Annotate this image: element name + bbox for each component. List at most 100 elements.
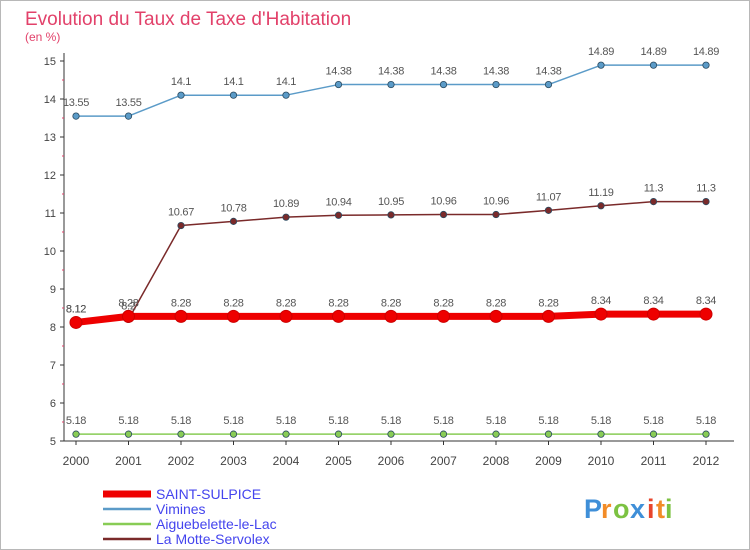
data-point	[544, 206, 553, 214]
y-axis-label: (en %)	[25, 30, 60, 44]
logo-letter: r	[601, 494, 612, 524]
data-point	[544, 80, 553, 89]
data-point	[702, 61, 710, 69]
data-point	[702, 198, 710, 206]
data-point	[597, 61, 605, 69]
chart-title: Evolution du Taux de Taxe d'Habitation	[25, 9, 351, 30]
data-point	[649, 61, 658, 69]
data-label: 14.89	[693, 46, 719, 58]
data-label: 10.89	[273, 198, 299, 210]
data-label: 5.18	[643, 415, 663, 427]
x-tick-label: 2010	[588, 454, 615, 468]
y-tick-label: 6	[50, 398, 56, 410]
data-point	[387, 430, 395, 438]
x-tick-label: 2006	[378, 454, 405, 468]
data-label: 8.34	[696, 295, 716, 307]
data-point	[229, 217, 238, 225]
data-point	[122, 309, 135, 323]
data-label: 14.38	[430, 66, 456, 78]
data-label: 14.1	[223, 76, 243, 88]
data-point	[282, 91, 290, 99]
data-label: 14.38	[378, 66, 404, 78]
data-point	[492, 430, 500, 438]
data-label: 11.07	[536, 191, 561, 203]
x-tick-label: 2007	[430, 454, 457, 468]
data-point	[649, 430, 658, 438]
y-tick-label: 13	[44, 132, 56, 144]
legend-label: SAINT-SULPICE	[156, 486, 261, 502]
y-tick-label: 10	[44, 246, 56, 258]
data-point	[124, 112, 133, 120]
x-tick-label: 2004	[273, 454, 300, 468]
data-point	[647, 307, 660, 321]
data-label: 10.67	[168, 207, 194, 219]
y-tick-label: 8	[50, 322, 56, 334]
data-point	[229, 91, 238, 99]
data-point	[544, 430, 553, 438]
data-label: 5.18	[696, 415, 716, 427]
data-point	[177, 430, 185, 438]
data-label: 14.89	[640, 46, 666, 58]
data-point	[597, 430, 605, 438]
data-label: 5.18	[118, 415, 138, 427]
data-label: 5.18	[276, 415, 296, 427]
logo-letter: i	[647, 494, 655, 524]
logo-letter: P	[584, 494, 602, 524]
data-label: 13.55	[63, 97, 89, 109]
y-tick-label: 7	[50, 360, 56, 372]
data-label: 8.28	[118, 297, 138, 309]
data-point	[279, 309, 293, 323]
data-label: 8.28	[538, 297, 558, 309]
data-label: 13.55	[115, 97, 141, 109]
legend-label: Vimines	[156, 501, 206, 517]
data-label: 10.94	[325, 196, 351, 208]
data-label: 14.38	[325, 66, 351, 78]
logo-letter: x	[630, 494, 645, 524]
data-label: 8.34	[591, 295, 611, 307]
data-label: 8.28	[171, 297, 191, 309]
data-point	[384, 309, 398, 323]
y-tick-label: 5	[50, 436, 56, 448]
data-label: 14.38	[535, 66, 561, 78]
data-point	[72, 430, 80, 438]
data-labels: 13.55 13.55 14.1 14.1 14.1 14.38 14.38 14.38 14.…	[63, 46, 720, 427]
x-tick-label: 2012	[693, 454, 720, 468]
data-point	[439, 80, 448, 89]
data-label: 14.38	[483, 66, 509, 78]
data-point	[332, 309, 345, 323]
logo-letter: o	[613, 494, 630, 524]
data-point	[597, 202, 605, 210]
logo-letter: t	[656, 494, 665, 524]
data-point	[387, 80, 395, 89]
proxiti-logo: Pr o x i t i	[584, 494, 673, 524]
series-layer	[69, 61, 713, 438]
data-point	[594, 307, 608, 321]
logo-letter: i	[665, 494, 673, 524]
data-label: 8.28	[328, 297, 348, 309]
data-label: 8.28	[433, 297, 453, 309]
data-point	[177, 91, 185, 99]
data-point	[699, 307, 713, 321]
data-point	[489, 309, 503, 323]
data-label: 5.18	[591, 415, 611, 427]
data-label: 5.18	[328, 415, 348, 427]
data-point	[492, 210, 500, 219]
data-point	[702, 430, 710, 438]
data-label: 11.3	[696, 183, 716, 195]
data-label: 8.28	[223, 297, 243, 309]
data-label: 8.28	[276, 297, 296, 309]
data-point	[492, 80, 500, 89]
y-tick-label: 9	[50, 284, 56, 296]
data-point	[387, 211, 395, 219]
data-point	[649, 198, 658, 206]
data-label: 5.18	[538, 415, 558, 427]
data-label: 11.3	[644, 183, 664, 195]
data-point	[69, 315, 83, 329]
data-label: 8.12	[66, 303, 86, 315]
data-point	[334, 430, 343, 438]
y-tick-label: 14	[44, 94, 56, 106]
data-label: 5.18	[381, 415, 401, 427]
x-tick-label: 2002	[168, 454, 195, 468]
